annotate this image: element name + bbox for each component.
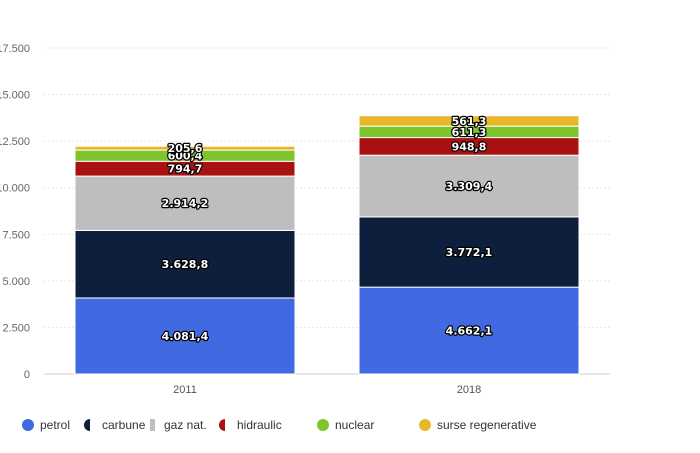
legend-marker-icon xyxy=(419,419,431,431)
bar-segment xyxy=(358,154,580,218)
y-tick-label: 7.500 xyxy=(2,229,30,241)
y-tick-label: 15.000 xyxy=(0,90,30,102)
legend-label: surse regenerative xyxy=(437,418,537,432)
bar-segment xyxy=(358,216,580,288)
data-label: 794,7 xyxy=(168,163,203,176)
y-tick-label: 0 xyxy=(24,369,30,381)
bar-segment xyxy=(358,286,580,375)
legend-item[interactable]: nuclear xyxy=(317,418,374,432)
y-tick-label: 17.500 xyxy=(0,43,30,55)
data-label: 3.628,8 xyxy=(162,258,209,271)
legend-item[interactable]: petrol xyxy=(22,418,70,432)
legend-item[interactable]: hidraulic xyxy=(219,418,282,432)
legend-marker-icon xyxy=(219,419,225,431)
legend-marker-icon xyxy=(22,419,34,431)
data-label: 561,3 xyxy=(452,115,487,128)
legend-label: petrol xyxy=(40,418,71,432)
y-tick-label: 5.000 xyxy=(2,276,30,288)
bar-segment xyxy=(74,297,296,375)
data-label: 3.772,1 xyxy=(446,246,493,259)
y-tick-label: 2.500 xyxy=(2,322,30,334)
y-axis: 0 2.500 5.000 7.500 10.000 12.500 15.000 17.500 xyxy=(0,43,30,381)
data-label: 205,6 xyxy=(168,142,203,155)
data-label: 948,8 xyxy=(452,140,487,153)
legend-label: nuclear xyxy=(335,418,375,432)
legend-item[interactable]: carbune xyxy=(84,418,145,432)
legend-label: hidraulic xyxy=(237,418,282,432)
data-label: 611,3 xyxy=(452,126,487,139)
y-tick-label: 12.500 xyxy=(0,136,30,148)
x-tick-label: 2011 xyxy=(173,384,197,396)
legend: petrol carbune gaz nat. hidraulic nuclear sur… xyxy=(0,418,700,442)
x-tick-label: 2018 xyxy=(457,384,481,396)
bar-segment xyxy=(74,145,296,151)
data-label: 4.662,1 xyxy=(446,325,493,338)
legend-label: gaz nat. xyxy=(164,418,207,432)
data-label: 600,4 xyxy=(168,150,203,163)
bar-segment xyxy=(358,115,580,127)
legend-item[interactable]: surse regenerative xyxy=(419,418,536,432)
data-label: 4.081,4 xyxy=(162,330,209,343)
bar-segment xyxy=(74,229,296,299)
legend-marker-icon xyxy=(317,419,329,431)
legend-item[interactable]: gaz nat. xyxy=(150,418,207,432)
legend-marker-icon xyxy=(84,419,90,431)
legend-marker-icon xyxy=(150,419,155,431)
data-label: 3.309,4 xyxy=(446,180,493,193)
legend-label: carbune xyxy=(102,418,146,432)
data-label: 2.914,2 xyxy=(162,197,209,210)
x-axis: 2011 2018 xyxy=(173,384,481,396)
y-tick-label: 10.000 xyxy=(0,183,30,195)
